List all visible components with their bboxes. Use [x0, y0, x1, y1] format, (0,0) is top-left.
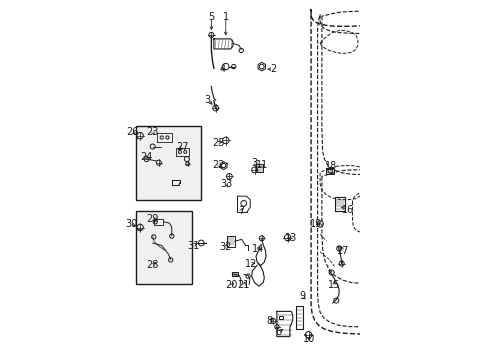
- Text: 3: 3: [204, 95, 210, 105]
- Text: 31: 31: [187, 240, 199, 251]
- Bar: [136, 211, 192, 284]
- Text: 27: 27: [176, 141, 188, 152]
- Text: 1: 1: [222, 12, 228, 22]
- Text: 28: 28: [146, 260, 159, 270]
- Text: 3: 3: [251, 158, 257, 168]
- Text: 33: 33: [220, 179, 232, 189]
- Text: 23: 23: [146, 127, 159, 137]
- Bar: [256, 164, 263, 172]
- Text: 24: 24: [140, 152, 152, 162]
- Text: 21: 21: [237, 280, 249, 290]
- Bar: [136, 126, 201, 200]
- Bar: [279, 316, 283, 319]
- Text: 7: 7: [237, 206, 244, 216]
- Text: 14: 14: [251, 244, 264, 254]
- Text: 29: 29: [146, 213, 159, 224]
- Text: 5: 5: [208, 12, 214, 22]
- Bar: [226, 236, 234, 247]
- Text: 18: 18: [324, 161, 336, 171]
- Text: 22: 22: [212, 159, 224, 170]
- Text: 12: 12: [244, 258, 257, 269]
- Bar: [231, 272, 238, 276]
- Text: 13: 13: [284, 233, 296, 243]
- Text: 19: 19: [309, 219, 321, 229]
- Text: 20: 20: [225, 280, 238, 290]
- Text: 10: 10: [303, 334, 315, 344]
- Text: 8: 8: [266, 316, 272, 326]
- Text: 11: 11: [255, 159, 267, 170]
- Text: 15: 15: [327, 280, 340, 290]
- Text: 17: 17: [337, 246, 349, 256]
- Text: 4: 4: [219, 64, 225, 74]
- Text: 32: 32: [219, 242, 231, 252]
- Text: 2: 2: [270, 64, 276, 74]
- Bar: [325, 168, 333, 174]
- Text: 26: 26: [126, 127, 138, 137]
- Text: 30: 30: [125, 219, 137, 229]
- Text: 6: 6: [275, 327, 281, 337]
- Text: 9: 9: [299, 291, 305, 301]
- Text: 25: 25: [212, 138, 224, 148]
- Text: 16: 16: [341, 204, 354, 215]
